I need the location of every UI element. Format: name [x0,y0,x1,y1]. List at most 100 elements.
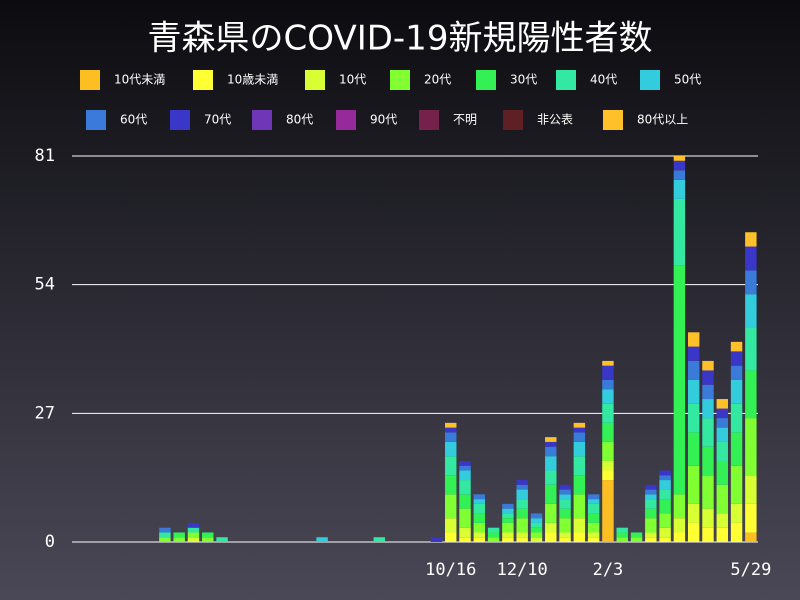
bar-segment [530,513,543,519]
legend-swatch [419,110,439,130]
bar-segment [659,513,671,528]
bar-segment [716,427,728,442]
legend-swatch [476,70,496,90]
x-tick-label: 12/10 [497,560,548,580]
bar-segment [459,465,471,471]
bar-segment [459,527,471,538]
bar-segment [545,522,557,533]
legend-swatch [305,70,325,90]
bar-segment [516,480,528,485]
bar-segment [730,432,743,466]
bar-segment [445,456,457,476]
bar-segment [745,232,757,247]
bar-segment [545,456,557,471]
bar-segment [559,484,571,490]
bar-segment [716,513,728,528]
bar-segment [530,522,543,528]
bar-segment [702,360,714,371]
bar-segment [502,532,514,538]
bar-segment [545,503,557,523]
bar-segment [687,379,700,404]
bar-segment [445,475,457,495]
bar-segment [745,370,757,419]
legend-swatch [336,110,356,130]
bar-segment [645,484,657,490]
bar-segment [445,427,457,433]
bar-segment [573,518,586,533]
bar-segment [487,532,500,538]
bar-segment [673,198,686,266]
bar-segment [602,365,614,380]
bar-segment [545,437,557,442]
bar-segment [630,532,643,538]
bar-segment [745,270,757,295]
bar-segment [745,327,757,371]
bar-segment [659,527,671,538]
bar-segment [559,537,571,542]
x-tick-label: 10/16 [425,560,476,580]
bar-segment [745,475,757,504]
bar-segment [559,499,571,509]
bar-segment [445,518,457,533]
bar-segment [616,537,628,542]
bar-segment [673,170,686,180]
bar-segment [645,537,657,542]
bar-segment [573,432,586,442]
bar-segment [502,503,514,509]
bar-segment [573,456,586,476]
bar-segment [473,513,486,523]
bar-segment [687,403,700,433]
bar-segment [730,503,743,523]
bar-segment [516,508,528,519]
y-tick-label: 54 [35,275,55,295]
bar-segment [473,503,486,514]
legend-swatch [170,110,190,130]
bar-segment [530,527,543,533]
bar-segment [559,518,571,533]
bar-segment [530,537,543,542]
legend-label: 10代未満 [114,73,165,87]
bar-segment [487,527,500,533]
bar-segment [445,441,457,457]
bar-segment [430,537,443,542]
bar-segment [487,537,500,542]
bar-segment [745,246,757,271]
bar-segment [659,537,671,542]
bar-segment [316,537,328,542]
bar-segment [459,494,471,509]
bar-segment [687,360,700,380]
chart-title: 青森県のCOVID-19新規陽性者数 [148,19,653,59]
y-tick-label: 81 [35,146,55,166]
bar-segment [716,460,728,485]
bar-segment [587,532,600,538]
bar-segment [730,341,743,352]
bar-segment [659,475,671,481]
bar-segment [516,532,528,538]
legend-label: 30代 [510,73,537,87]
bar-segment [545,470,557,485]
bar-segment [645,508,657,519]
bar-segment [459,470,471,481]
bar-segment [545,441,557,447]
bar-segment [730,351,743,366]
bar-segment [730,379,743,404]
bar-segment [659,470,671,476]
bar-segment [187,537,200,542]
bar-segment [702,418,714,447]
bar-segment [716,484,728,514]
bar-segment [659,489,671,500]
bar-segment [745,294,757,328]
bar-segment [502,537,514,542]
bar-segment [687,522,700,542]
bar-segment [502,522,514,533]
bar-segment [702,475,714,509]
bar-segment [645,499,657,509]
bar-segment [602,480,614,542]
bar-segment [702,508,714,528]
bar-segment [587,503,600,514]
legend-label: 60代 [120,113,147,127]
bar-segment [616,532,628,538]
bar-segment [445,494,457,519]
bar-segment [502,508,514,514]
